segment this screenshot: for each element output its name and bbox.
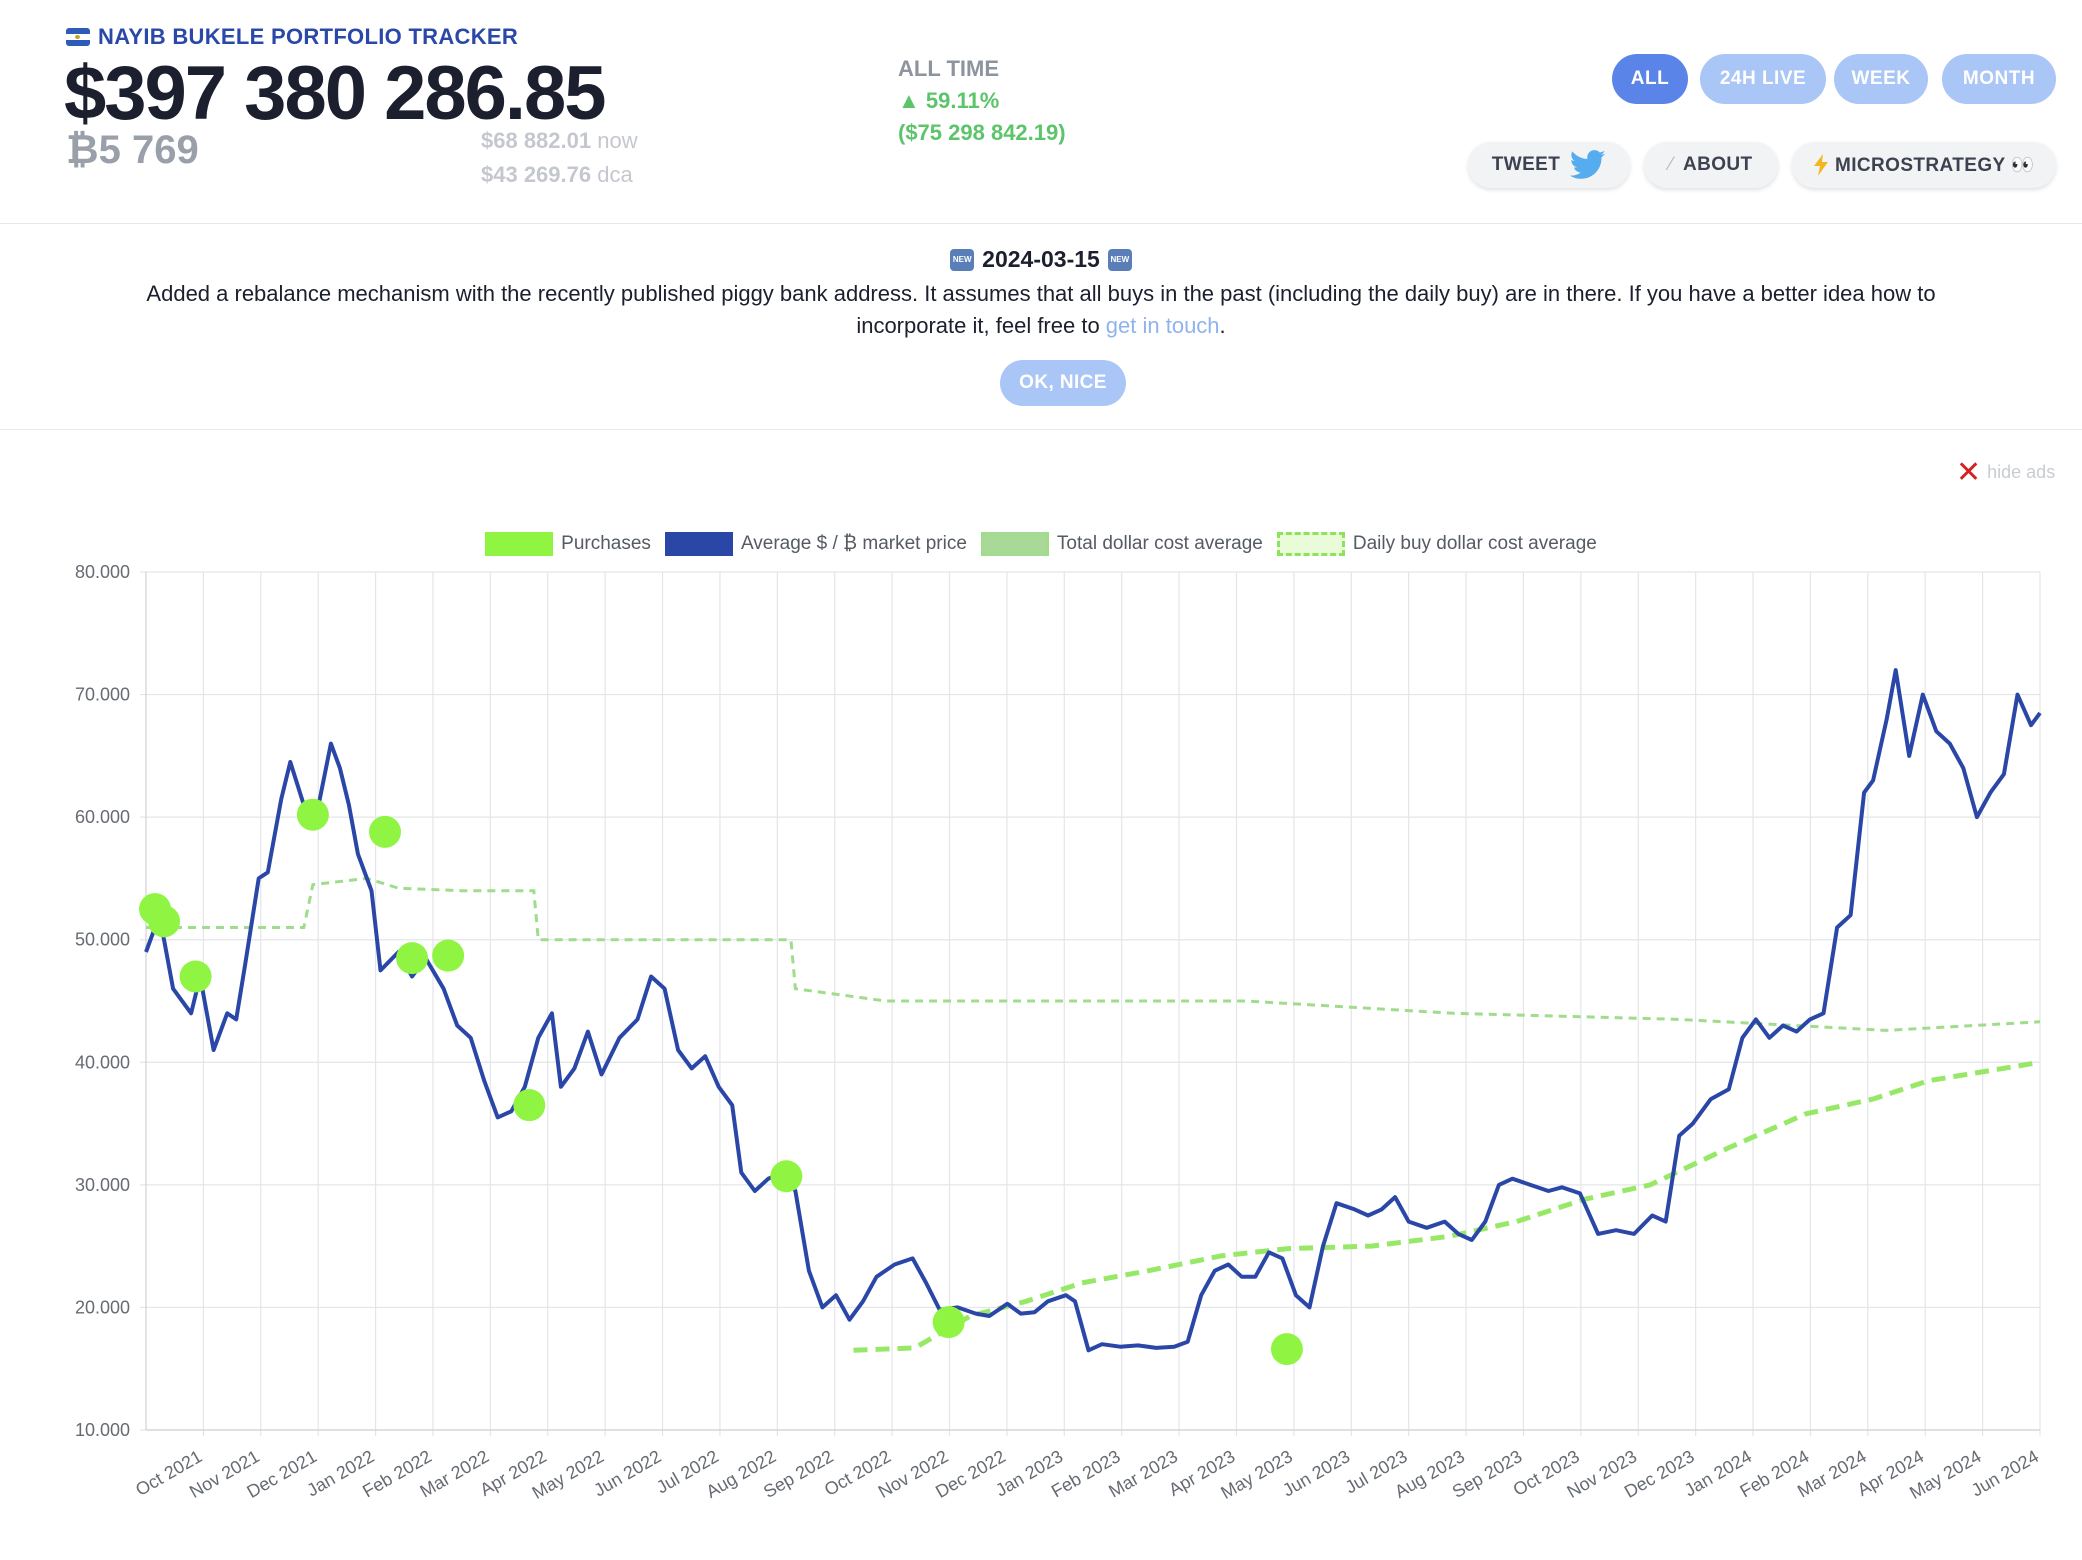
close-icon: ✕: [1956, 455, 1982, 489]
legend-swatch: [980, 532, 1049, 556]
market-price-line: [144, 668, 2042, 1353]
y-tick-label: 20.000: [75, 1297, 130, 1317]
purchase-point: [432, 939, 465, 972]
legend-label: Daily buy dollar cost average: [1352, 533, 1597, 554]
hide-ads-button[interactable]: ✕ hide ads: [1956, 455, 2056, 489]
legend-swatch: [1276, 532, 1345, 556]
announcement-date: 2024-03-15: [982, 246, 1100, 272]
tweet-button[interactable]: TWEET: [1468, 142, 1630, 188]
y-tick-label: 80.000: [75, 562, 130, 582]
total-dca-line: [146, 876, 2041, 1032]
range-all-button[interactable]: ALL: [1612, 54, 1688, 104]
purchase-point: [770, 1160, 803, 1193]
purchase-point: [296, 798, 329, 831]
price-dca-suffix: dca: [597, 162, 633, 187]
y-tick-label: 70.000: [75, 685, 130, 705]
microstrategy-label: MICROSTRATEGY 👀: [1835, 155, 2035, 176]
purchase-point: [1270, 1333, 1303, 1366]
announcement-end: .: [1219, 313, 1226, 338]
purchase-point: [148, 905, 181, 938]
ok-nice-button[interactable]: OK, NICE: [1000, 360, 1126, 406]
legend-label: Average $ / ₿ market price: [740, 533, 967, 554]
alltime-usd: ($75 298 842.19): [898, 120, 1066, 145]
legend-swatch: [485, 532, 554, 556]
announcement-text: Added a rebalance mechanism with the rec…: [100, 278, 1982, 342]
brand-title[interactable]: NAYIB BUKELE PORTFOLIO TRACKER: [98, 24, 519, 49]
tweet-label: TWEET: [1491, 154, 1561, 175]
price-now-value: $68 882.01: [481, 128, 592, 153]
range-week-button[interactable]: WEEK: [1834, 54, 1928, 104]
price-dca-value: $43 269.76: [481, 162, 592, 187]
flag-el-salvador-icon: [66, 28, 90, 46]
btc-amount: ₿5 769: [66, 128, 199, 172]
brand[interactable]: NAYIB BUKELE PORTFOLIO TRACKER: [66, 24, 518, 50]
announcement-date-row: NEW 2024-03-15 NEW: [0, 246, 2082, 273]
legend-daily-dca[interactable]: Daily buy dollar cost average: [1276, 532, 1597, 556]
price-now: $68 882.01 now: [481, 128, 638, 154]
alltime-label: ALL TIME: [898, 56, 1000, 81]
hide-ads-label: hide ads: [1987, 462, 2056, 482]
legend-swatch: [664, 532, 733, 556]
y-tick-label: 40.000: [75, 1052, 130, 1072]
about-label: ABOUT: [1683, 154, 1753, 175]
purchase-point: [369, 815, 402, 848]
daily-dca-line: [853, 1059, 2041, 1353]
chart-legend: Purchases Average $ / ₿ market price Tot…: [0, 532, 2082, 556]
chart-canvas: 10.000 20.000 30.000 40.000 50.000 60.000 70.0…: [75, 562, 2042, 1503]
legend-label: Purchases: [561, 533, 651, 554]
announcement-banner: NEW 2024-03-15 NEW Added a rebalance mec…: [0, 224, 2082, 430]
range-month-button[interactable]: MONTH: [1942, 54, 2056, 104]
about-button[interactable]: ⁄ ABOUT: [1644, 142, 1778, 188]
portfolio-header: NAYIB BUKELE PORTFOLIO TRACKER $397 380 …: [0, 0, 2082, 224]
legend-purchases[interactable]: Purchases: [485, 532, 651, 556]
purchase-point: [179, 960, 212, 993]
y-tick-label: 60.000: [75, 807, 130, 827]
y-tick-label: 10.000: [75, 1420, 130, 1440]
twitter-bird-icon: [1570, 150, 1606, 179]
about-icon: ⁄: [1669, 154, 1673, 175]
legend-market-price[interactable]: Average $ / ₿ market price: [664, 532, 967, 556]
y-tick-label: 50.000: [75, 930, 130, 950]
lightning-icon: [1814, 154, 1829, 176]
alltime-percent: ▲ 59.11%: [898, 88, 1000, 113]
y-tick-label: 30.000: [75, 1175, 130, 1195]
purchase-point: [513, 1089, 546, 1122]
price-chart: Purchases Average $ / ₿ market price Tot…: [0, 520, 2082, 1560]
announcement-body: Added a rebalance mechanism with the rec…: [146, 281, 1936, 338]
legend-label: Total dollar cost average: [1056, 533, 1263, 554]
get-in-touch-link[interactable]: get in touch: [1105, 313, 1220, 338]
legend-total-dca[interactable]: Total dollar cost average: [980, 532, 1263, 556]
purchase-point: [396, 942, 429, 975]
new-badge-icon: NEW: [1107, 248, 1132, 271]
price-now-suffix: now: [597, 128, 638, 153]
purchase-point: [932, 1306, 965, 1339]
new-badge-icon: NEW: [950, 248, 975, 271]
portfolio-value: $397 380 286.85: [64, 51, 607, 136]
range-24h-live-button[interactable]: 24H LIVE: [1700, 54, 1826, 104]
microstrategy-button[interactable]: MICROSTRATEGY 👀: [1792, 142, 2056, 188]
price-dca: $43 269.76 dca: [481, 162, 633, 188]
